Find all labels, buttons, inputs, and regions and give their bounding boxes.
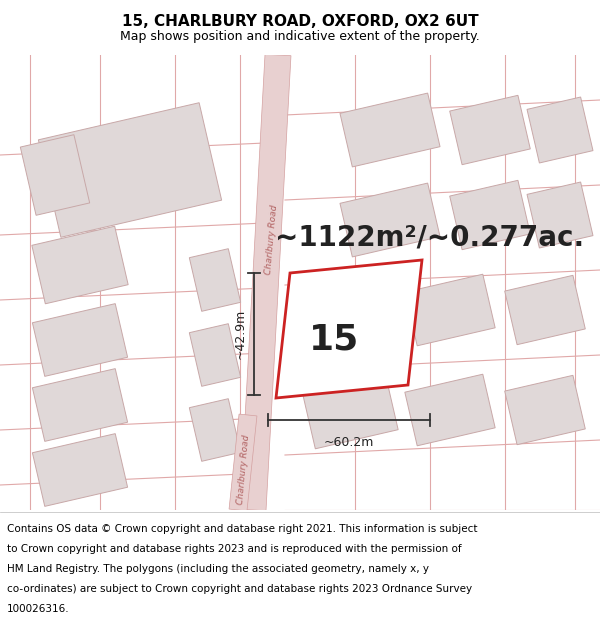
Polygon shape [304, 272, 396, 348]
Polygon shape [302, 371, 398, 449]
Polygon shape [32, 226, 128, 304]
Text: ~60.2m: ~60.2m [324, 436, 374, 449]
Text: ~42.9m: ~42.9m [233, 309, 247, 359]
Polygon shape [527, 182, 593, 248]
Polygon shape [229, 414, 257, 511]
Text: 15: 15 [309, 322, 359, 356]
Text: Charlbury Road: Charlbury Road [265, 204, 280, 276]
Polygon shape [32, 369, 128, 441]
Polygon shape [38, 102, 221, 238]
Polygon shape [190, 324, 241, 386]
Text: Contains OS data © Crown copyright and database right 2021. This information is : Contains OS data © Crown copyright and d… [7, 524, 478, 534]
Polygon shape [190, 399, 241, 461]
Polygon shape [450, 96, 530, 164]
Polygon shape [340, 183, 440, 257]
Polygon shape [32, 304, 128, 376]
Text: 15, CHARLBURY ROAD, OXFORD, OX2 6UT: 15, CHARLBURY ROAD, OXFORD, OX2 6UT [122, 14, 478, 29]
Polygon shape [505, 276, 585, 344]
Polygon shape [32, 434, 128, 506]
Polygon shape [340, 93, 440, 167]
Text: HM Land Registry. The polygons (including the associated geometry, namely x, y: HM Land Registry. The polygons (includin… [7, 564, 429, 574]
Polygon shape [527, 97, 593, 163]
Text: co-ordinates) are subject to Crown copyright and database rights 2023 Ordnance S: co-ordinates) are subject to Crown copyr… [7, 584, 472, 594]
Polygon shape [405, 274, 495, 346]
Polygon shape [276, 260, 422, 398]
Polygon shape [405, 374, 495, 446]
Polygon shape [450, 181, 530, 249]
Polygon shape [20, 135, 89, 215]
Polygon shape [190, 249, 241, 311]
Text: to Crown copyright and database rights 2023 and is reproduced with the permissio: to Crown copyright and database rights 2… [7, 544, 462, 554]
Text: Charlbury Road: Charlbury Road [236, 434, 251, 506]
Polygon shape [505, 376, 585, 444]
Polygon shape [240, 54, 291, 511]
Text: ~1122m²/~0.277ac.: ~1122m²/~0.277ac. [275, 224, 584, 252]
Text: 100026316.: 100026316. [7, 604, 70, 614]
Text: Map shows position and indicative extent of the property.: Map shows position and indicative extent… [120, 30, 480, 43]
